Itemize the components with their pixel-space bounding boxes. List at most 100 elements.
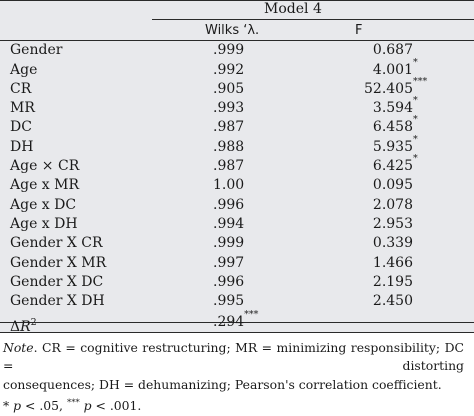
wilks-value: .996	[213, 273, 245, 290]
row-label: Age x DH	[10, 215, 78, 232]
f-value: 3.594	[372, 100, 413, 117]
f-value-cell: 4.001 *	[372, 57, 418, 80]
row-label: MR	[10, 100, 35, 117]
table-row: Gender .999 0.687	[0, 41, 474, 60]
table-row: CR .905 52.405 ***	[0, 76, 474, 99]
table-row: Age × CR .987 6.425 *	[0, 153, 474, 176]
note-line-1-text: . CR = cognitive restructuring; MR = min…	[3, 339, 464, 374]
threshold-1: < .05,	[21, 398, 67, 414]
row-label: Gender X MR	[10, 254, 107, 271]
column-header-f: F	[355, 23, 363, 38]
row-label: Gender X DH	[10, 293, 105, 310]
f-value-cell: 2.953	[373, 215, 413, 234]
table-row: Gender X DH .995 2.450	[0, 292, 474, 311]
f-value-cell: 3.594 *	[372, 95, 418, 118]
wilks-value: .996	[213, 196, 245, 213]
table-note: Note. CR = cognitive restructuring; MR =…	[0, 333, 474, 416]
p-symbol-2: p	[83, 398, 92, 414]
wilks-value: .994	[213, 215, 245, 232]
delta-r2-number: .294	[213, 314, 245, 331]
row-label: Age x DC	[10, 196, 77, 213]
f-value-cell: 2.450	[373, 292, 413, 311]
table-row: Age x MR 1.00 0.095	[0, 176, 474, 195]
f-value: 52.405	[364, 80, 413, 97]
f-value-cell: 0.339	[373, 234, 413, 253]
f-value: 2.078	[372, 196, 413, 213]
f-value-cell: 0.095	[373, 176, 413, 195]
f-value: 2.450	[372, 293, 413, 310]
significance-marker: ***	[413, 75, 428, 87]
f-value: 1.466	[372, 254, 413, 271]
significance-marker: *	[413, 153, 418, 165]
significance-marker: *	[413, 95, 418, 107]
table-row: Gender X MR .997 1.466	[0, 254, 474, 273]
f-value: 4.001	[372, 61, 413, 78]
wilks-value: .997	[213, 254, 245, 271]
row-label: Gender	[10, 42, 63, 59]
delta-r2-significance: ***	[244, 309, 259, 321]
f-value: 0.687	[372, 42, 413, 59]
note-line-1: Note. CR = cognitive restructuring; MR =…	[3, 339, 464, 376]
wilks-value: .995	[213, 293, 245, 310]
table-row: Gender X DC .996 2.195	[0, 273, 474, 292]
model-header-row: Model 4	[0, 0, 474, 21]
row-label: Age x MR	[10, 177, 80, 194]
row-label: Age × CR	[10, 158, 80, 175]
top-rule	[0, 0, 474, 1]
model-underline	[152, 19, 474, 20]
delta-r2-row: ΔR2 .294 ***	[0, 309, 474, 335]
f-value-cell: 0.687	[373, 41, 413, 60]
wilks-value: .987	[213, 158, 245, 175]
wilks-value: .992	[213, 61, 245, 78]
row-label: CR	[10, 80, 32, 97]
f-value: 6.458	[372, 119, 413, 136]
note-line-2: consequences; DH = dehumanizing; Pearson…	[3, 376, 442, 392]
row-label: Gender X CR	[10, 235, 103, 252]
f-value-cell: 2.078	[373, 196, 413, 215]
model-title: Model 4	[264, 1, 322, 17]
f-value: 0.095	[372, 177, 413, 194]
f-value: 2.953	[372, 215, 413, 232]
results-table: Model 4 Wilks ‘λ. F Gender .999 0.687 Age .9…	[0, 0, 474, 335]
wilks-value: .988	[213, 138, 245, 155]
wilks-value: .905	[213, 80, 245, 97]
column-header-row: Wilks ‘λ. F	[0, 21, 474, 40]
column-header-wilks: Wilks ‘λ.	[205, 23, 260, 38]
f-value: 0.339	[372, 235, 413, 252]
row-label: Age	[10, 61, 38, 78]
delta-rule	[0, 322, 474, 323]
table-row: Age x DC .996 2.078	[0, 196, 474, 215]
r-symbol: R	[20, 319, 31, 336]
table-row: DC .987 6.458 *	[0, 114, 474, 137]
threshold-2: < .001.	[91, 398, 142, 414]
row-label: Gender X DC	[10, 273, 104, 290]
sig-marker-1: *	[3, 398, 10, 414]
delta-symbol: Δ	[10, 319, 21, 336]
wilks-value: 1.00	[213, 177, 245, 194]
table-row: DH .988 5.935 *	[0, 134, 474, 157]
r-superscript: 2	[30, 317, 37, 329]
significance-marker: *	[413, 56, 418, 68]
f-value: 2.195	[372, 273, 413, 290]
wilks-value: .993	[213, 100, 245, 117]
sig-marker-3: ***	[66, 398, 80, 409]
row-label: DH	[10, 138, 34, 155]
significance-marker: *	[413, 133, 418, 145]
f-value: 6.425	[372, 158, 413, 175]
f-value-cell: 52.405 ***	[364, 76, 427, 99]
f-value: 5.935	[372, 138, 413, 155]
row-label: DC	[10, 119, 32, 136]
table-row: MR .993 3.594 *	[0, 95, 474, 118]
significance-marker: *	[413, 114, 418, 126]
wilks-value: .999	[213, 235, 245, 252]
note-word: Note	[3, 339, 34, 355]
table-body: Gender .999 0.687 Age .992 4.001 * CR .905 52.405…	[0, 40, 474, 311]
delta-r2-label: ΔR2	[10, 313, 37, 337]
bottom-rule	[0, 331, 474, 333]
table-row: Age .992 4.001 *	[0, 57, 474, 80]
f-value-cell: 1.466	[373, 254, 413, 273]
wilks-value: .999	[213, 42, 245, 59]
wilks-value: .987	[213, 119, 245, 136]
header-rule	[0, 40, 474, 41]
table-row: Gender X CR .999 0.339	[0, 234, 474, 253]
